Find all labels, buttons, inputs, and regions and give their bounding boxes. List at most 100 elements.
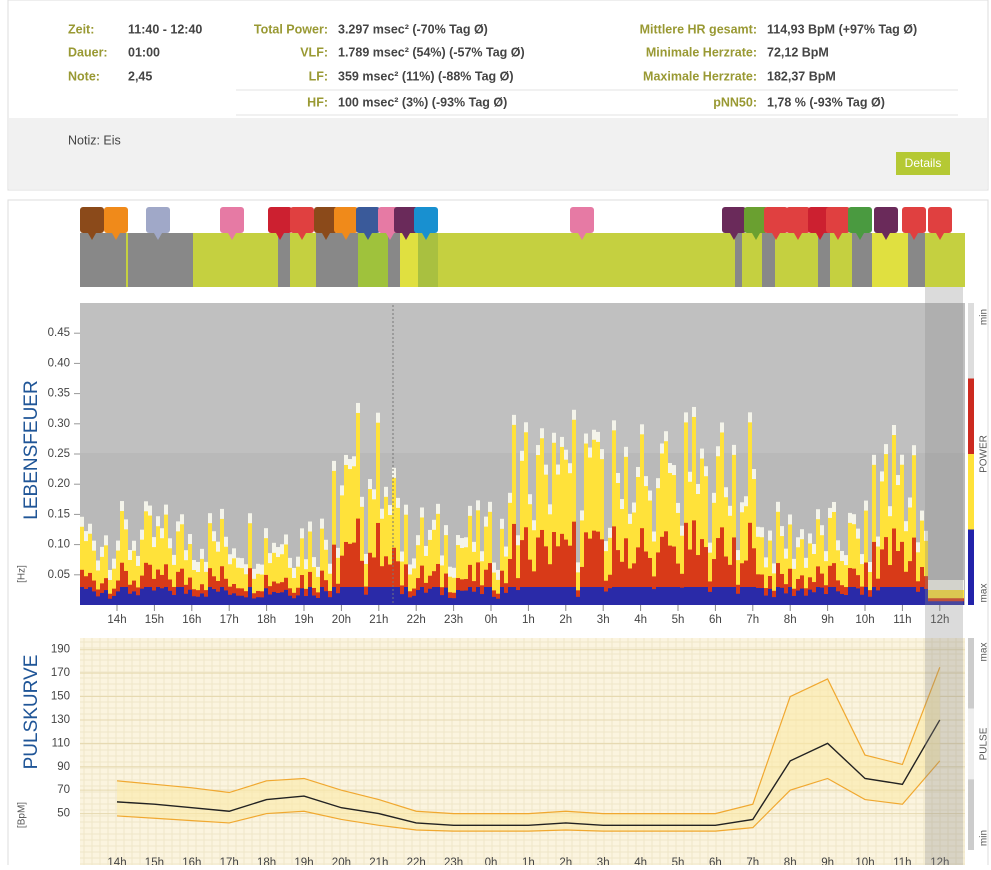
activity-icon [268, 207, 292, 233]
x-tick-label: 16h [182, 614, 201, 626]
spectrum-blue [372, 587, 376, 605]
spectrum-blue [528, 587, 532, 605]
spectrum-blue [752, 587, 756, 605]
spectrum-blue [500, 587, 504, 605]
spectrum-blue [284, 590, 288, 605]
spectrum-blue [156, 587, 160, 605]
legend-gradient [968, 530, 974, 606]
spectrum-blue [692, 587, 696, 605]
spectrum-blue [168, 591, 172, 605]
spectrum-blue [316, 598, 320, 605]
spectrum-blue [264, 588, 268, 605]
spectrum-blue [748, 587, 752, 605]
x-tick-label: 2h [559, 614, 572, 626]
spectrum-blue [332, 587, 336, 605]
x-tick-label: 0h [485, 857, 498, 865]
spectrum-blue [252, 598, 256, 605]
activity-icon [104, 207, 128, 233]
spectrum-blue [240, 596, 244, 605]
spectrum-blue [80, 587, 84, 605]
spectrum-blue [708, 592, 712, 605]
spectrum-blue [600, 587, 604, 605]
y-tick-label: 90 [57, 761, 70, 773]
spectrum-blue [256, 597, 260, 605]
page: Notiz: Eis Details Zeit:11:40 - 12:40Dau… [0, 0, 991, 865]
spectrum-blue [192, 596, 196, 605]
x-tick-label: 20h [332, 614, 351, 626]
spectrum-blue [592, 587, 596, 605]
spectrum-blue [556, 587, 560, 605]
spectrum-blue [424, 593, 428, 605]
activity-segment [852, 233, 872, 287]
chart-title: LEBENSFEUER [21, 380, 42, 519]
spectrogram-sky [80, 303, 965, 453]
button-label[interactable]: Details [905, 156, 942, 170]
spectrum-blue [904, 587, 908, 605]
spectrum-blue [876, 590, 880, 605]
activity-segment [316, 233, 358, 287]
spectrum-blue [760, 588, 764, 605]
spectrum-blue [100, 593, 104, 605]
spectrum-blue [820, 588, 824, 605]
x-tick-label: 14h [107, 614, 126, 626]
legend-gradient [968, 709, 974, 780]
spectrum-blue [268, 595, 272, 605]
activity-icon [356, 207, 380, 233]
activity-segment [388, 233, 400, 287]
spectrum-blue [440, 595, 444, 605]
spectrum-blue [572, 587, 576, 605]
legend-label: max [979, 584, 990, 603]
y-tick-label: 0.15 [48, 508, 70, 520]
spectrum-blue [584, 587, 588, 605]
spectrum-blue [676, 587, 680, 605]
spectrum-blue [464, 591, 468, 605]
spectrum-blue [784, 593, 788, 605]
spectrum-blue [532, 587, 536, 605]
spectrum-blue [516, 590, 520, 605]
spectrum-blue [376, 587, 380, 605]
spectrum-blue [188, 590, 192, 605]
spectrum-blue [172, 595, 176, 605]
spectrum-blue [112, 596, 116, 605]
x-tick-label: 3h [597, 614, 610, 626]
spectrum-blue [504, 593, 508, 605]
spectrum-blue [644, 587, 648, 605]
x-tick-label: 21h [369, 614, 388, 626]
spectrum-blue [740, 587, 744, 605]
spectrum-blue [888, 587, 892, 605]
spectrum-blue [800, 589, 804, 605]
spectrum-blue [320, 587, 324, 605]
x-tick-label: 16h [182, 857, 201, 865]
spectrum-blue [608, 588, 612, 605]
y-axis-label: [BpM] [17, 802, 28, 828]
activity-segment [762, 233, 775, 287]
spectrum-blue [368, 587, 372, 605]
y-tick-label: 0.05 [48, 569, 70, 581]
x-tick-label: 11h [893, 614, 911, 626]
y-tick-label: 70 [57, 784, 70, 796]
x-tick-label: 17h [220, 614, 239, 626]
x-tick-label: 11h [893, 857, 911, 865]
spectrum-blue [468, 587, 472, 605]
field-value: 11:40 - 12:40 [128, 22, 202, 36]
spectrum-blue [140, 589, 144, 605]
spectrum-blue [328, 597, 332, 605]
spectrum-blue [840, 594, 844, 605]
spectrum-blue [144, 587, 148, 605]
spectrum-blue [872, 587, 876, 605]
spectrum-blue [84, 589, 88, 605]
field-label: Note: [68, 69, 100, 83]
spectrum-blue [128, 594, 132, 605]
spectrum-blue [864, 587, 868, 605]
spectrum-blue [868, 597, 872, 605]
x-tick-label: 9h [821, 614, 834, 626]
details-button[interactable]: Details [896, 152, 950, 175]
activity-icon [722, 207, 746, 233]
spectrum-blue [620, 587, 624, 605]
spectrum-blue [712, 587, 716, 605]
spectrum-blue [388, 587, 392, 605]
activity-bar [80, 233, 965, 287]
spectrum-blue [696, 587, 700, 605]
spectrum-blue [132, 591, 136, 605]
x-tick-label: 2h [559, 857, 572, 865]
